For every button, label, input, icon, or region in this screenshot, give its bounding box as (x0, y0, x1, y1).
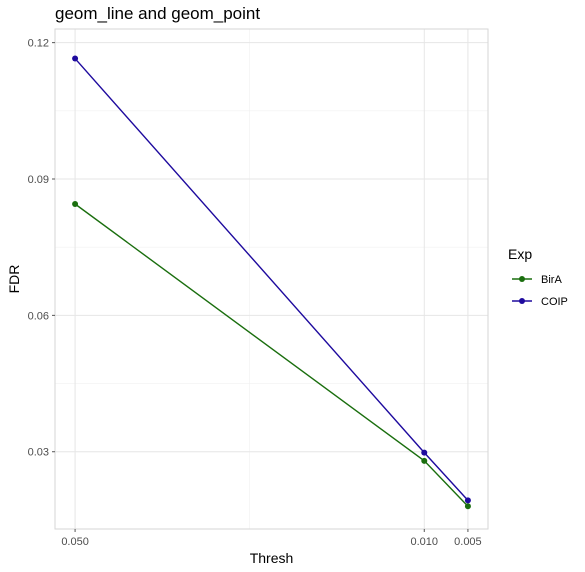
data-point-bira (421, 457, 428, 464)
x-tick-label: 0.050 (61, 536, 89, 548)
y-axis-label: FDR (6, 265, 22, 294)
legend: Exp BirA COIP (508, 246, 568, 308)
plot-panel (54, 28, 489, 530)
y-tick-label: 0.12 (28, 38, 49, 50)
data-point-coip (464, 497, 471, 504)
y-tick-label: 0.03 (28, 447, 49, 459)
data-point-coip (421, 449, 428, 456)
legend-title: Exp (508, 246, 532, 262)
axes: 0.03 0.06 0.09 0.12 0.050 0.010 0.005 (28, 38, 482, 548)
legend-key-point (519, 298, 525, 304)
y-tick-label: 0.09 (28, 174, 49, 186)
chart-title: geom_line and geom_point (55, 4, 260, 23)
legend-label: COIP (541, 296, 568, 308)
grid (55, 29, 488, 529)
data-point-coip (72, 55, 79, 62)
data-point-bira (464, 503, 471, 510)
data-point-bira (72, 201, 79, 207)
x-tick-label: 0.005 (454, 536, 482, 548)
legend-label: BirA (541, 274, 562, 286)
y-tick-label: 0.06 (28, 310, 49, 322)
x-tick-label: 0.010 (411, 536, 439, 548)
x-axis-label: Thresh (250, 550, 294, 566)
series-layer (72, 55, 471, 510)
legend-key-point (519, 276, 525, 282)
